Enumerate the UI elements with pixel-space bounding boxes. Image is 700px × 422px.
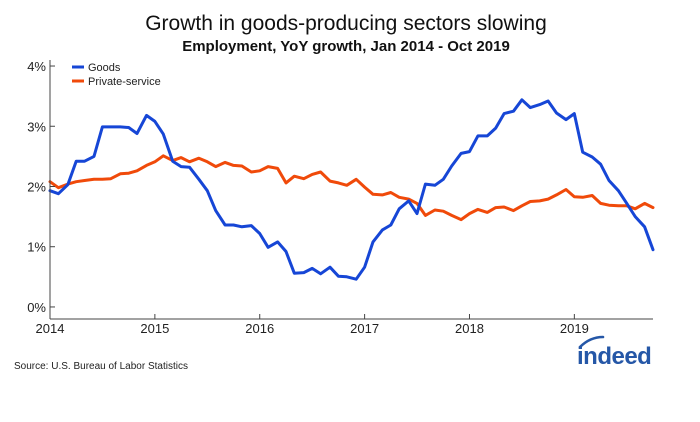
series-layer bbox=[48, 98, 655, 281]
x-tick-label: 2016 bbox=[245, 321, 274, 336]
x-tick-label: 2014 bbox=[36, 321, 65, 336]
axis-layer: 0% 1% 2% 3% 4% 2014 2015 2016 2017 2018 2019 bbox=[27, 59, 653, 336]
y-tick-label: 1% bbox=[27, 240, 46, 255]
chart-title: Growth in goods-producing sectors slowin… bbox=[145, 12, 547, 35]
y-tick-label: 3% bbox=[27, 119, 46, 134]
series-line-goods bbox=[48, 98, 655, 281]
x-tick-label: 2018 bbox=[455, 321, 484, 336]
legend-label: Goods bbox=[88, 62, 121, 74]
legend-label: Private-service bbox=[88, 76, 161, 88]
y-tick-label: 2% bbox=[27, 179, 46, 194]
x-tick-label: 2015 bbox=[140, 321, 169, 336]
x-tick-label: 2019 bbox=[560, 321, 589, 336]
chart-subtitle: Employment, YoY growth, Jan 2014 - Oct 2… bbox=[182, 38, 510, 55]
x-tick-label: 2017 bbox=[350, 321, 379, 336]
indeed-logo: indeed bbox=[577, 335, 652, 370]
logo-text: indeed bbox=[577, 343, 651, 370]
source-note: Source: U.S. Bureau of Labor Statistics bbox=[14, 361, 188, 372]
y-tick-label: 4% bbox=[27, 59, 46, 74]
y-tick-label: 0% bbox=[27, 300, 46, 315]
logo-arc-icon bbox=[578, 335, 605, 349]
legend: Goods Private-service bbox=[72, 62, 161, 88]
series-line-private-service bbox=[48, 154, 655, 222]
